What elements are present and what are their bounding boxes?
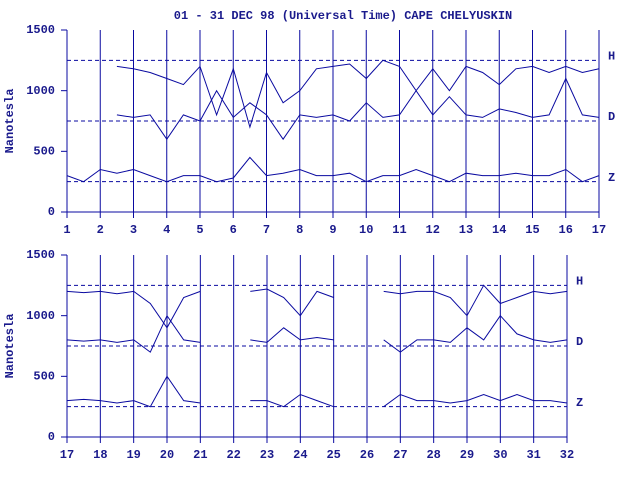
x-tick-label: 9: [329, 223, 336, 237]
y-tick-label: 0: [48, 430, 55, 444]
x-tick-label: 18: [93, 448, 107, 462]
y-tick-label: 1500: [26, 23, 55, 37]
y-tick-label: 1000: [26, 309, 55, 323]
x-tick-label: 3: [130, 223, 137, 237]
y-tick-label: 1000: [26, 84, 55, 98]
x-tick-label: 16: [559, 223, 573, 237]
x-tick-label: 2: [97, 223, 104, 237]
x-tick-label: 31: [526, 448, 540, 462]
series-line: [116, 59, 600, 129]
series-label: D: [608, 110, 615, 124]
x-tick-label: 29: [460, 448, 474, 462]
x-tick-label: 24: [293, 448, 307, 462]
y-axis-label: Nanotesla: [3, 89, 17, 154]
x-tick-label: 17: [60, 448, 74, 462]
x-tick-label: 28: [426, 448, 440, 462]
series-label: D: [576, 335, 583, 349]
series-line: [66, 375, 568, 408]
chart-title: 01 - 31 DEC 98 (Universal Time) CAPE CHE…: [174, 9, 512, 23]
series-line: [116, 77, 600, 141]
x-tick-label: 13: [459, 223, 473, 237]
x-tick-label: 8: [296, 223, 303, 237]
y-tick-label: 1500: [26, 248, 55, 262]
series-label: Z: [608, 171, 615, 185]
series-line: [66, 284, 568, 329]
y-tick-label: 500: [33, 370, 55, 384]
series-label: Z: [576, 396, 583, 410]
x-tick-label: 10: [359, 223, 373, 237]
series-label: H: [608, 50, 615, 64]
x-tick-label: 32: [560, 448, 574, 462]
x-tick-label: 23: [260, 448, 274, 462]
x-tick-label: 22: [226, 448, 240, 462]
x-tick-label: 20: [160, 448, 174, 462]
x-tick-label: 4: [163, 223, 170, 237]
x-tick-label: 27: [393, 448, 407, 462]
x-tick-label: 5: [196, 223, 203, 237]
x-tick-label: 30: [493, 448, 507, 462]
x-tick-label: 21: [193, 448, 207, 462]
x-tick-label: 12: [426, 223, 440, 237]
x-tick-label: 17: [592, 223, 606, 237]
y-tick-label: 0: [48, 205, 55, 219]
y-axis-label: Nanotesla: [3, 314, 17, 379]
x-tick-label: 25: [326, 448, 340, 462]
x-tick-label: 14: [492, 223, 506, 237]
y-tick-label: 500: [33, 145, 55, 159]
series-line: [66, 314, 568, 353]
series-line: [66, 156, 600, 183]
x-tick-label: 1: [63, 223, 70, 237]
x-tick-label: 7: [263, 223, 270, 237]
x-tick-label: 26: [360, 448, 374, 462]
x-tick-label: 15: [525, 223, 539, 237]
x-tick-label: 6: [230, 223, 237, 237]
x-tick-label: 11: [392, 223, 406, 237]
series-label: H: [576, 275, 583, 289]
x-tick-label: 19: [126, 448, 140, 462]
